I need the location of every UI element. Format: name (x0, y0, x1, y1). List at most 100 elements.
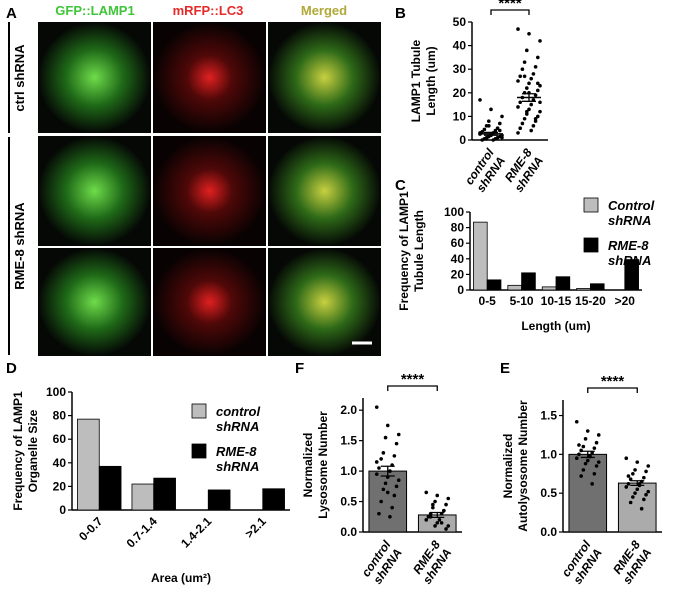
significance-label: **** (401, 371, 425, 388)
bar (153, 477, 176, 511)
data-point (484, 137, 489, 141)
data-point (577, 452, 581, 457)
data-point (581, 444, 586, 449)
data-point (518, 126, 522, 130)
chart: E Normalized Autolysosome Number 0.0 0.5 1.0 1… (500, 360, 662, 587)
data-point (592, 471, 597, 476)
data-point (577, 443, 581, 447)
data-point (525, 86, 529, 90)
y-tick-label: 50 (453, 15, 467, 29)
data-point (527, 81, 531, 86)
y-axis-label: Length (um) (424, 46, 438, 115)
data-point (381, 451, 386, 455)
row-label: ctrl shRNA (12, 44, 27, 112)
data-point (446, 496, 451, 501)
y-axis-label: Organelle Size (26, 409, 40, 492)
y-tick-label: 20 (53, 479, 67, 493)
data-point (491, 138, 496, 142)
data-point (596, 433, 601, 437)
data-point (533, 65, 538, 69)
data-point (498, 128, 502, 133)
data-point (574, 419, 579, 424)
y-tick-label: 0.0 (540, 525, 557, 539)
data-point (383, 481, 388, 486)
x-tick-label: >20 (615, 294, 636, 308)
data-point (590, 451, 594, 455)
data-point (631, 471, 635, 476)
micrograph (268, 248, 381, 356)
y-tick-label: 40 (451, 252, 465, 266)
data-point (596, 460, 601, 464)
y-tick-label: 0.5 (340, 495, 357, 509)
data-point (394, 441, 399, 446)
data-point (439, 521, 444, 525)
panel-letter: F (295, 360, 304, 377)
data-point (527, 107, 531, 112)
data-point (579, 474, 583, 478)
x-tick-label: controlshRNA (559, 537, 605, 587)
data-point (377, 511, 381, 516)
data-point (516, 79, 520, 83)
bar (624, 259, 639, 291)
micrograph (38, 136, 151, 246)
x-tick-label: RME-8shRNA (500, 146, 546, 195)
legend-swatch (583, 197, 599, 213)
data-point (635, 460, 640, 464)
y-tick-label: 1.5 (340, 434, 357, 448)
bar (576, 288, 591, 291)
data-point (522, 60, 527, 64)
chart: F Normalized Lysosome Number 0.0 0.5 1.0 1.5 2.… (295, 360, 462, 587)
data-point (444, 502, 448, 507)
data-point (390, 505, 394, 510)
x-axis-label: Area (um²) (151, 571, 211, 585)
data-point (529, 102, 533, 107)
row-label: RME-8 shRNA (12, 202, 27, 290)
significance-bracket (387, 385, 438, 391)
error-bar (580, 450, 595, 459)
data-point (533, 116, 538, 121)
data-point (583, 461, 588, 466)
data-point (377, 466, 381, 470)
legend-swatch (191, 403, 207, 419)
significance-bracket (587, 387, 638, 393)
y-axis-label: Frequency of LAMP1 (11, 391, 25, 511)
x-axis-label: Length (um) (521, 319, 590, 333)
y-tick-label: 10 (453, 109, 467, 123)
data-point (437, 518, 442, 522)
data-point (520, 67, 525, 71)
micrograph (268, 136, 381, 246)
data-point (522, 74, 527, 79)
data-point (633, 491, 637, 495)
data-point (637, 482, 642, 486)
data-point (633, 468, 637, 472)
y-tick-label: 0 (457, 283, 464, 297)
data-point (581, 468, 586, 472)
data-point (536, 88, 540, 93)
data-point (489, 107, 493, 112)
y-axis-label: Normalized (301, 433, 315, 498)
bar (368, 470, 408, 533)
x-tick-label: controlshRNA (359, 537, 405, 587)
significance-label: **** (601, 373, 625, 390)
data-point (527, 32, 531, 36)
data-point (538, 39, 542, 43)
data-point (442, 508, 446, 513)
y-tick-label: 20 (451, 267, 465, 281)
data-point (520, 121, 525, 126)
data-point (431, 502, 435, 507)
significance-bracket (490, 9, 530, 15)
micrograph (153, 22, 266, 133)
data-point (646, 464, 651, 468)
data-point (529, 76, 533, 81)
x-tick-label: >2.1 (242, 514, 269, 541)
data-point (478, 98, 482, 102)
data-point (500, 135, 504, 140)
data-point (500, 114, 504, 119)
panel-letter: A (6, 5, 17, 22)
data-point (394, 484, 399, 489)
data-point (498, 121, 502, 126)
data-point (628, 500, 633, 505)
micrographs (38, 22, 381, 356)
data-point (644, 492, 648, 497)
